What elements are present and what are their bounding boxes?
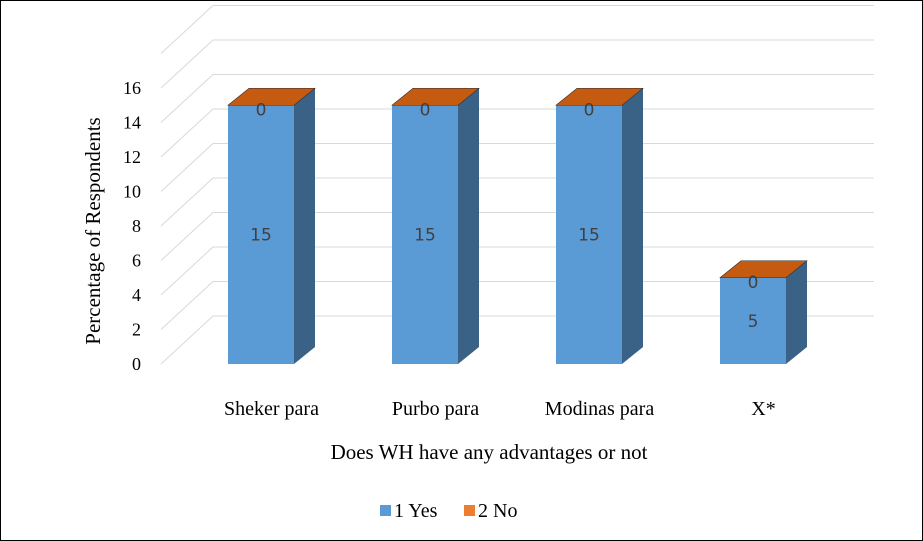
y-tick-label: 10: [123, 182, 141, 202]
gridline-side: [160, 177, 214, 227]
data-label-yes: 15: [578, 226, 600, 246]
bar-front: [556, 105, 622, 364]
data-label-no: 0: [748, 273, 759, 293]
y-tick-label: 12: [123, 147, 141, 167]
gridline-side: [160, 212, 214, 261]
y-axis-ticks: 0 2 4 6 8 10 12 14 16: [123, 78, 141, 374]
legend-item: 2 No: [464, 500, 517, 522]
x-axis-categories: Sheker para Purbo para Modinas para X*: [224, 398, 776, 420]
legend-swatch: [380, 505, 391, 516]
legend-label: 1 Yes: [394, 500, 438, 522]
x-axis-title: Does WH have any advantages or not: [331, 440, 648, 464]
gridline-side: [160, 143, 214, 192]
x-category-label: X*: [751, 398, 775, 420]
legend-swatch: [464, 505, 475, 516]
gridline-side: [160, 5, 214, 54]
legend: 1 Yes 2 No: [380, 500, 517, 522]
gridline-side: [160, 39, 214, 89]
data-label-yes: 15: [414, 226, 436, 246]
data-label-no: 0: [256, 100, 267, 120]
bar-front: [228, 105, 294, 364]
data-labels: 15 0 15 0 15 0 5 0: [250, 100, 758, 332]
x-category-label: Purbo para: [392, 398, 479, 420]
y-tick-label: 4: [132, 285, 141, 305]
data-label-yes: 5: [748, 312, 759, 332]
bars: [227, 87, 808, 364]
gridline-side: [160, 246, 214, 296]
y-tick-label: 2: [132, 320, 141, 340]
bar-side: [458, 88, 479, 364]
bar-top: [227, 87, 316, 106]
x-category-label: Sheker para: [224, 398, 319, 420]
gridline-side: [160, 315, 214, 365]
legend-label: 2 No: [478, 500, 517, 522]
y-tick-label: 14: [123, 113, 141, 133]
data-label-no: 0: [420, 100, 431, 120]
y-tick-label: 6: [132, 251, 141, 271]
bar-front: [720, 277, 786, 364]
y-tick-label: 0: [132, 354, 141, 374]
bar-top: [391, 87, 480, 106]
bar-top: [719, 260, 808, 279]
gridline-side: [160, 74, 214, 123]
data-label-no: 0: [584, 100, 595, 120]
bar-side: [622, 88, 643, 364]
bar-top: [555, 87, 644, 106]
bar-side: [294, 88, 315, 364]
data-label-yes: 15: [250, 226, 272, 246]
x-category-label: Modinas para: [545, 398, 655, 420]
legend-item: 1 Yes: [380, 500, 438, 522]
gridlines: [160, 5, 874, 365]
gridline-side: [160, 281, 214, 330]
gridline-side: [160, 108, 214, 158]
bar-front: [392, 105, 458, 364]
y-axis-title: Percentage of Respondents: [81, 117, 105, 344]
bar-side: [786, 260, 807, 364]
y-tick-label: 16: [123, 78, 141, 98]
y-tick-label: 8: [132, 216, 141, 236]
